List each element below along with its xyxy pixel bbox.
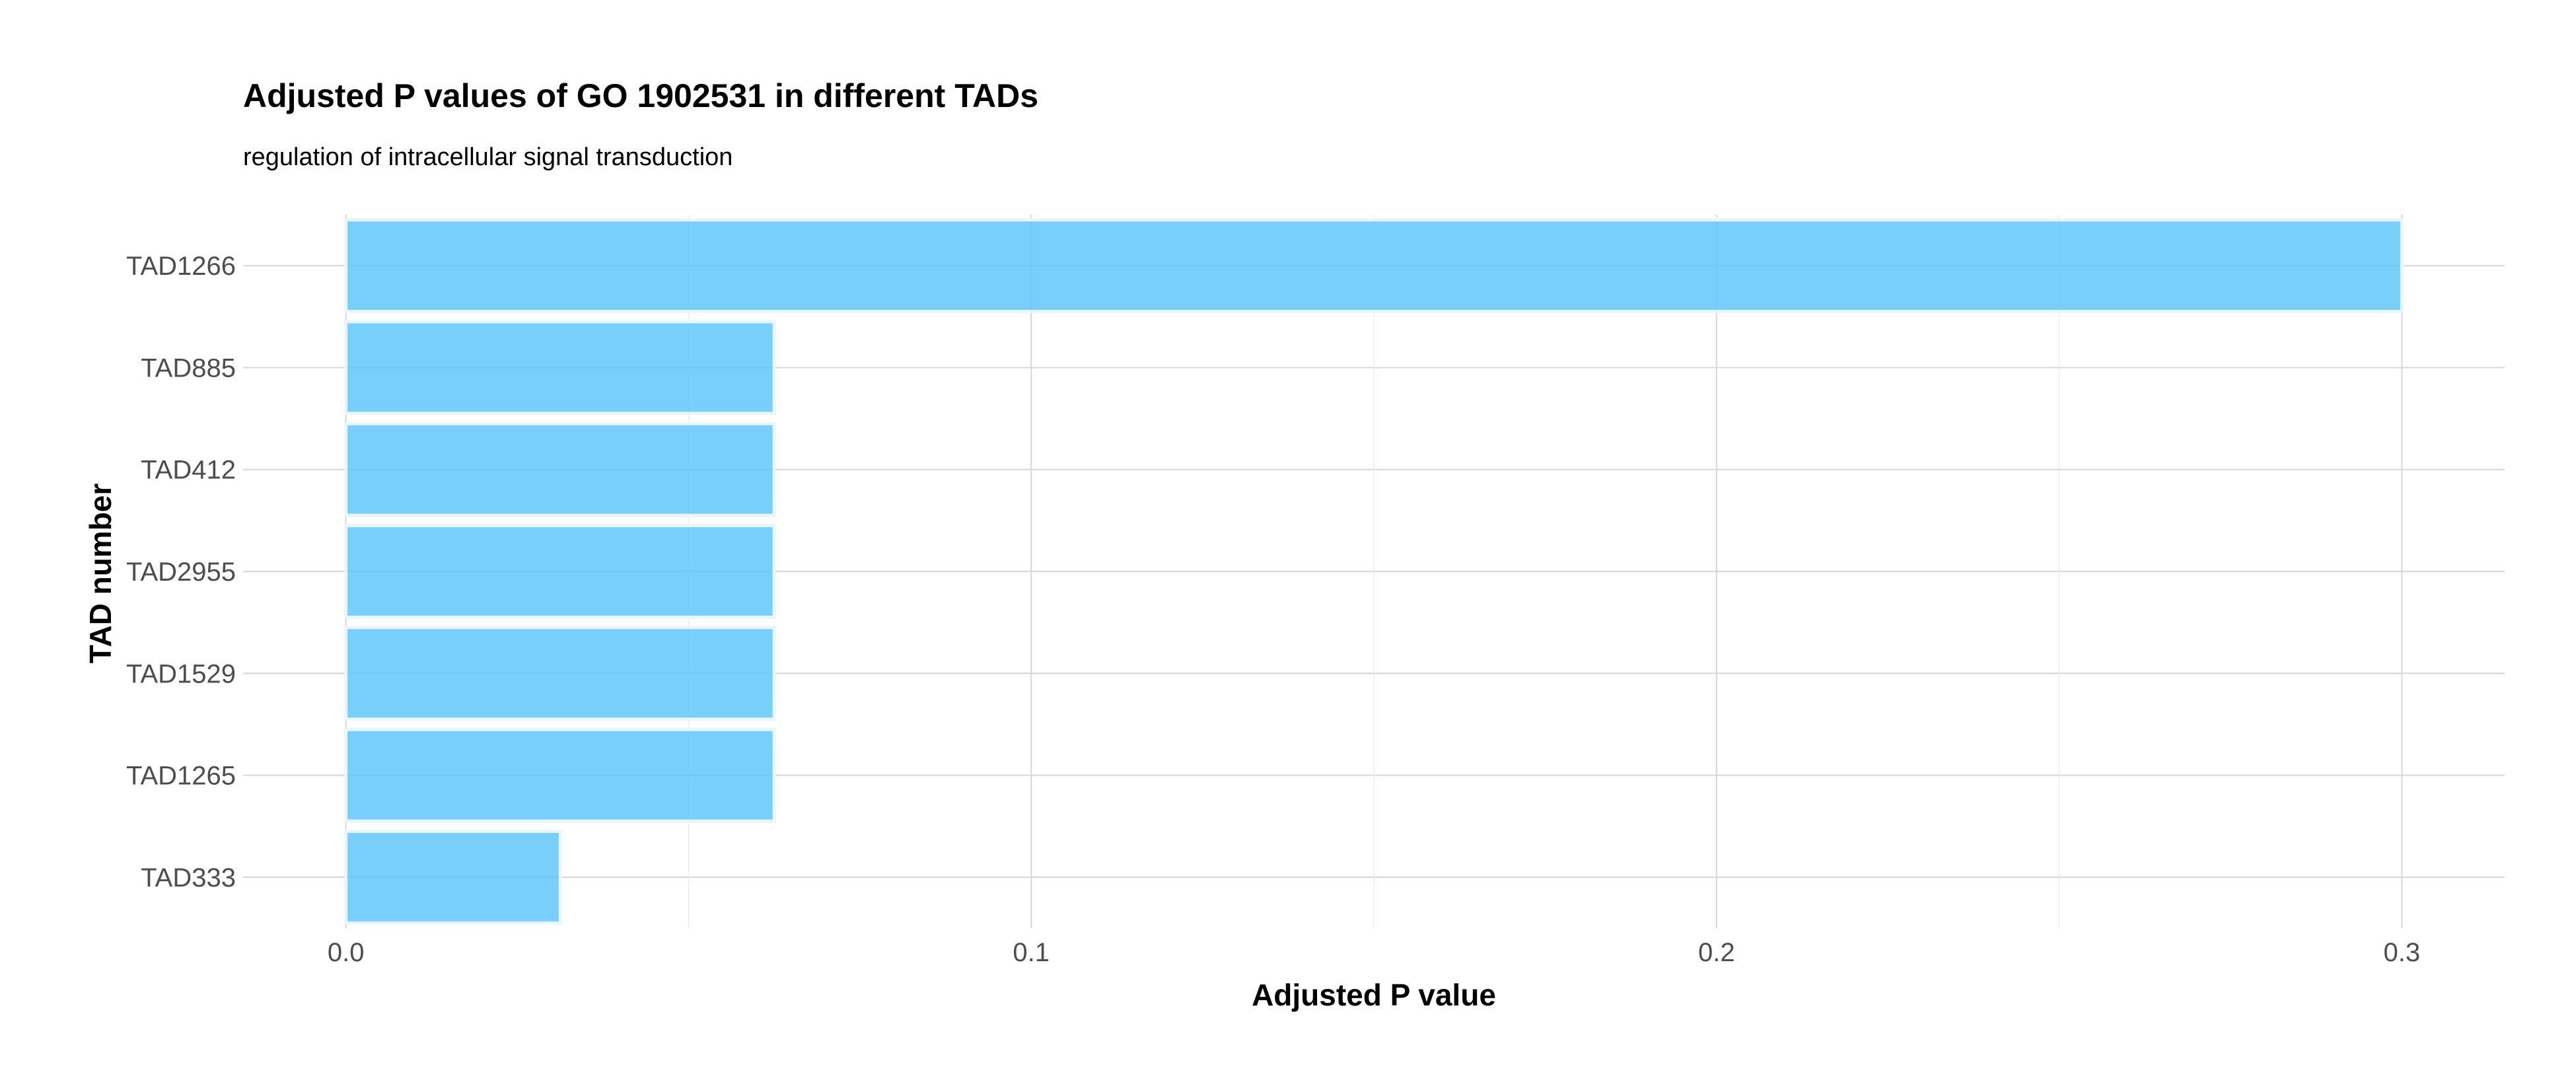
y-tick-labels: TAD1266 TAD885 TAD412 TAD2955 TAD1529 TAD1265…	[126, 252, 236, 892]
bars	[344, 218, 2404, 925]
y-tick-label: TAD412	[141, 456, 236, 485]
chart-subtitle: regulation of intracellular signal trans…	[243, 143, 733, 171]
chart-title: Adjusted P values of GO 1902531 in diffe…	[243, 77, 1038, 114]
x-tick-labels: 0.0 0.1 0.2 0.3	[328, 938, 2420, 967]
y-tick-label: TAD333	[141, 863, 236, 892]
x-tick-label: 0.2	[1698, 938, 1735, 967]
bar-tad333	[344, 829, 562, 925]
y-tick-label: TAD1266	[126, 252, 236, 281]
x-tick-label: 0.3	[2384, 938, 2421, 967]
bar-tad885	[344, 320, 776, 416]
y-axis-title: TAD number	[83, 484, 118, 664]
y-tick-label: TAD1529	[126, 659, 236, 688]
y-tick-label: TAD1265	[126, 762, 236, 791]
bar-tad1529	[344, 626, 776, 721]
x-tick-label: 0.1	[1013, 938, 1050, 967]
bar-tad412	[344, 421, 776, 517]
bar-tad1265	[344, 727, 776, 823]
y-tick-label: TAD2955	[126, 558, 236, 587]
x-axis-title: Adjusted P value	[1252, 978, 1496, 1012]
y-tick-label: TAD885	[141, 353, 236, 382]
bar-tad2955	[344, 524, 776, 619]
bar-tad1266	[344, 218, 2404, 314]
x-tick-label: 0.0	[328, 938, 365, 967]
